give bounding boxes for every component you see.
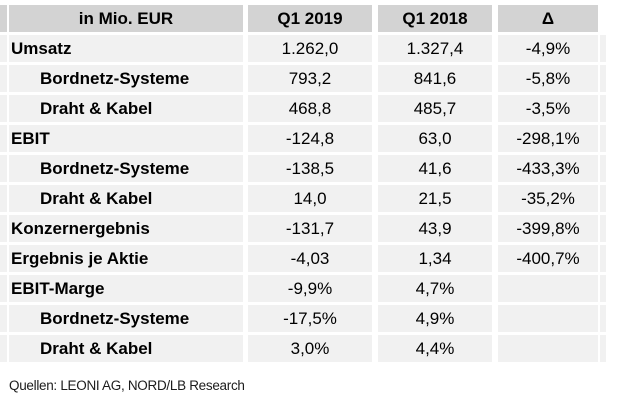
right-spacer-cell xyxy=(600,185,606,215)
right-spacer-cell xyxy=(600,335,606,365)
row-label: EBIT xyxy=(9,125,248,155)
source-note: Quellen: LEONI AG, NORD/LB Research xyxy=(9,378,245,393)
value-q1-2018: 4,7% xyxy=(378,275,498,305)
left-spacer-cell xyxy=(0,95,9,125)
value-q1-2019: -131,7 xyxy=(248,215,378,245)
left-spacer-cell xyxy=(0,65,9,95)
right-spacer-cell xyxy=(600,305,606,335)
row-label: Bordnetz-Systeme xyxy=(9,155,248,185)
table-row-ebit-marge-draht: Draht & Kabel 3,0% 4,4% xyxy=(0,335,606,365)
value-q1-2018: 1.327,4 xyxy=(378,35,498,65)
right-spacer-header xyxy=(600,5,606,35)
value-delta: -5,8% xyxy=(498,65,600,95)
right-spacer-cell xyxy=(600,35,606,65)
row-label: Konzernergebnis xyxy=(9,215,248,245)
row-label: Draht & Kabel xyxy=(9,95,248,125)
right-spacer-cell xyxy=(600,155,606,185)
row-label: Bordnetz-Systeme xyxy=(9,305,248,335)
row-label: Ergebnis je Aktie xyxy=(9,245,248,275)
table-row-ebit: EBIT -124,8 63,0 -298,1% xyxy=(0,125,606,155)
value-q1-2019: 793,2 xyxy=(248,65,378,95)
table-row-ebit-marge: EBIT-Marge -9,9% 4,7% xyxy=(0,275,606,305)
value-q1-2019: -124,8 xyxy=(248,125,378,155)
table-row-ergebnis-je-aktie: Ergebnis je Aktie -4,03 1,34 -400,7% xyxy=(0,245,606,275)
left-spacer-cell xyxy=(0,125,9,155)
table-row-umsatz-draht: Draht & Kabel 468,8 485,7 -3,5% xyxy=(0,95,606,125)
value-delta xyxy=(498,335,600,365)
value-delta: -4,9% xyxy=(498,35,600,65)
table-row-ebit-marge-bordnetz: Bordnetz-Systeme -17,5% 4,9% xyxy=(0,305,606,335)
value-delta xyxy=(498,305,600,335)
value-q1-2018: 841,6 xyxy=(378,65,498,95)
table-row-umsatz: Umsatz 1.262,0 1.327,4 -4,9% xyxy=(0,35,606,65)
left-spacer-cell xyxy=(0,215,9,245)
row-label: Draht & Kabel xyxy=(9,335,248,365)
value-q1-2019: 14,0 xyxy=(248,185,378,215)
left-spacer-cell xyxy=(0,275,9,305)
value-q1-2019: 3,0% xyxy=(248,335,378,365)
left-spacer-cell xyxy=(0,245,9,275)
right-spacer-cell xyxy=(600,215,606,245)
right-spacer-cell xyxy=(600,275,606,305)
value-q1-2019: -138,5 xyxy=(248,155,378,185)
left-spacer-header xyxy=(0,5,9,35)
column-header-unit: in Mio. EUR xyxy=(9,5,248,35)
table-row-ebit-bordnetz: Bordnetz-Systeme -138,5 41,6 -433,3% xyxy=(0,155,606,185)
row-label: Umsatz xyxy=(9,35,248,65)
value-q1-2018: 485,7 xyxy=(378,95,498,125)
row-label: EBIT-Marge xyxy=(9,275,248,305)
table-row-ebit-draht: Draht & Kabel 14,0 21,5 -35,2% xyxy=(0,185,606,215)
financial-results-table: in Mio. EUR Q1 2019 Q1 2018 Δ Umsatz 1.2… xyxy=(0,5,606,365)
value-q1-2018: 43,9 xyxy=(378,215,498,245)
value-q1-2019: -4,03 xyxy=(248,245,378,275)
left-spacer-cell xyxy=(0,185,9,215)
row-label: Draht & Kabel xyxy=(9,185,248,215)
value-delta: -298,1% xyxy=(498,125,600,155)
table-row-umsatz-bordnetz: Bordnetz-Systeme 793,2 841,6 -5,8% xyxy=(0,65,606,95)
value-q1-2018: 4,9% xyxy=(378,305,498,335)
value-delta: -433,3% xyxy=(498,155,600,185)
value-q1-2019: -17,5% xyxy=(248,305,378,335)
value-delta: -400,7% xyxy=(498,245,600,275)
value-q1-2019: 468,8 xyxy=(248,95,378,125)
value-q1-2018: 21,5 xyxy=(378,185,498,215)
right-spacer-cell xyxy=(600,245,606,275)
value-delta: -35,2% xyxy=(498,185,600,215)
table-row-konzernergebnis: Konzernergebnis -131,7 43,9 -399,8% xyxy=(0,215,606,245)
row-label: Bordnetz-Systeme xyxy=(9,65,248,95)
left-spacer-cell xyxy=(0,305,9,335)
value-delta xyxy=(498,275,600,305)
right-spacer-cell xyxy=(600,125,606,155)
column-header-q1-2018: Q1 2018 xyxy=(378,5,498,35)
value-q1-2018: 41,6 xyxy=(378,155,498,185)
column-header-q1-2019: Q1 2019 xyxy=(248,5,378,35)
report-page: in Mio. EUR Q1 2019 Q1 2018 Δ Umsatz 1.2… xyxy=(0,5,606,393)
value-q1-2019: -9,9% xyxy=(248,275,378,305)
left-spacer-cell xyxy=(0,155,9,185)
left-spacer-cell xyxy=(0,335,9,365)
value-q1-2018: 63,0 xyxy=(378,125,498,155)
value-q1-2018: 1,34 xyxy=(378,245,498,275)
right-spacer-cell xyxy=(600,65,606,95)
left-spacer-cell xyxy=(0,35,9,65)
right-spacer-cell xyxy=(600,95,606,125)
value-q1-2018: 4,4% xyxy=(378,335,498,365)
column-header-delta: Δ xyxy=(498,5,600,35)
header-row: in Mio. EUR Q1 2019 Q1 2018 Δ xyxy=(0,5,606,35)
value-delta: -3,5% xyxy=(498,95,600,125)
value-q1-2019: 1.262,0 xyxy=(248,35,378,65)
value-delta: -399,8% xyxy=(498,215,600,245)
